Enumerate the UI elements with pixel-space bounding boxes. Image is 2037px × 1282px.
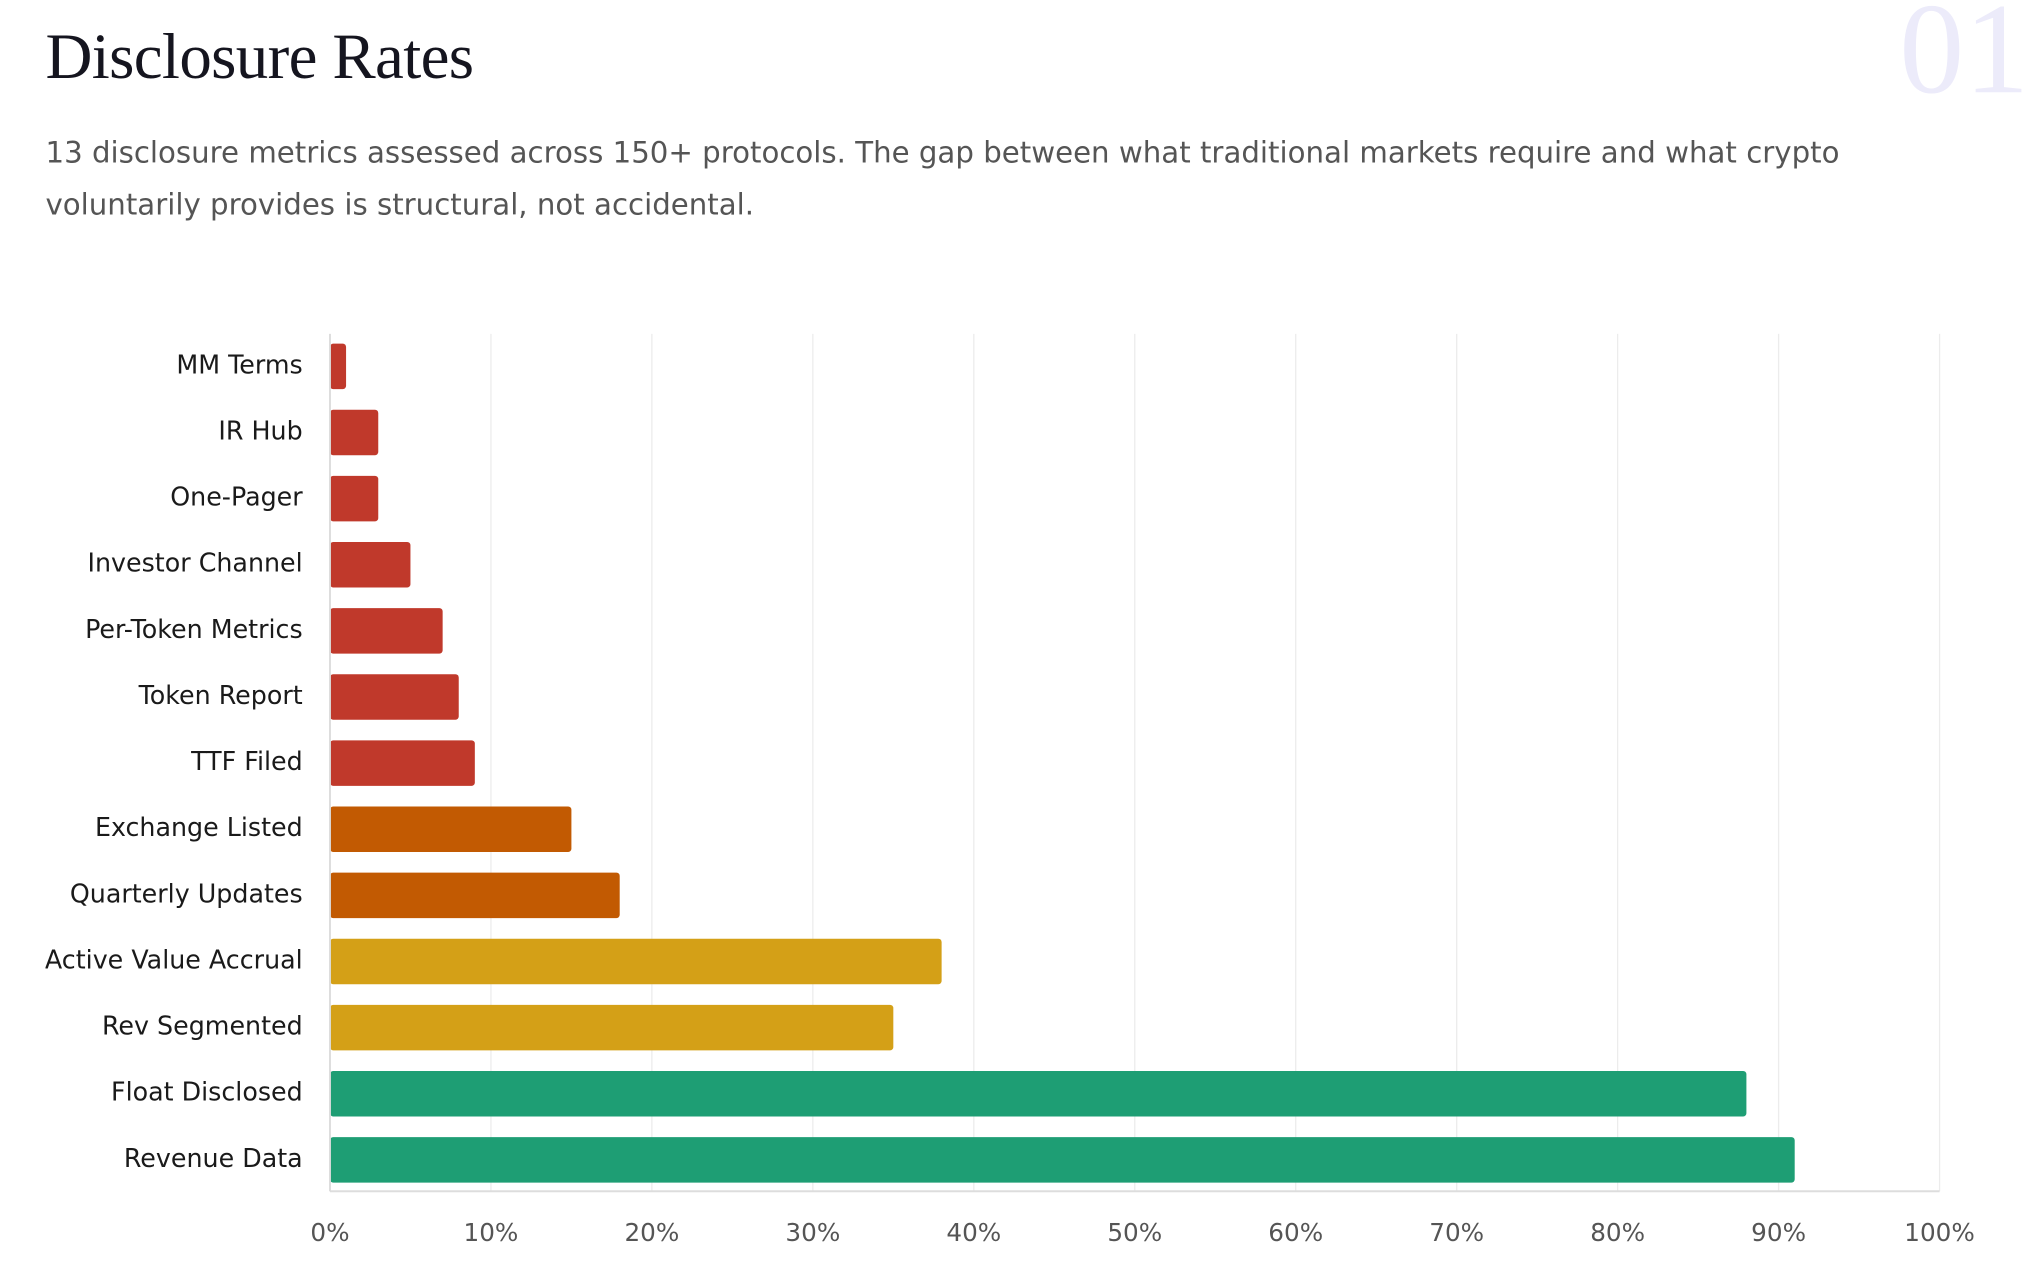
x-tick-label: 0% xyxy=(310,1218,349,1247)
bar xyxy=(329,806,572,852)
bar xyxy=(329,608,443,654)
y-tick-label: One-Pager xyxy=(170,482,303,512)
y-tick-label: TTF Filed xyxy=(190,746,303,776)
bar xyxy=(329,938,942,985)
y-tick-label: Active Value Accrual xyxy=(45,944,303,974)
y-tick-label: Exchange Listed xyxy=(95,812,303,842)
chart-title: Disclosure Rates xyxy=(45,19,474,93)
bar xyxy=(329,475,379,522)
bar xyxy=(329,1070,1747,1117)
x-tick-label: 90% xyxy=(1751,1218,1806,1247)
x-tick-label: 100% xyxy=(1904,1218,1975,1247)
x-tick-label: 70% xyxy=(1429,1218,1484,1247)
bar xyxy=(329,541,411,588)
bar xyxy=(329,409,379,456)
bar xyxy=(329,1137,1795,1183)
category-labels: MM Terms IR Hub One-Pager Investor Channel P… xyxy=(45,349,303,1172)
bar xyxy=(329,740,475,786)
bar xyxy=(329,872,620,919)
y-tick-label: IR Hub xyxy=(218,415,302,445)
y-tick-label: Float Disclosed xyxy=(111,1077,303,1107)
bar xyxy=(329,343,347,390)
y-tick-label: Revenue Data xyxy=(124,1143,303,1173)
y-tick-label: Investor Channel xyxy=(88,548,303,578)
y-tick-label: Rev Segmented xyxy=(102,1011,303,1041)
section-number: 01 xyxy=(1899,0,2030,121)
y-tick-label: Per-Token Metrics xyxy=(85,614,303,644)
bar xyxy=(329,674,459,720)
x-tick-label: 10% xyxy=(464,1218,519,1247)
y-tick-label: Quarterly Updates xyxy=(70,878,303,908)
bar xyxy=(329,1004,894,1051)
y-tick-label: Token Report xyxy=(138,680,303,710)
x-tick-label: 40% xyxy=(946,1218,1001,1247)
x-tick-label: 20% xyxy=(624,1218,679,1247)
x-tick-label: 50% xyxy=(1107,1218,1162,1247)
chart-subtitle: 13 disclosure metrics assessed across 15… xyxy=(45,136,1840,223)
x-tick-label: 30% xyxy=(785,1218,840,1247)
x-tick-label: 60% xyxy=(1268,1218,1323,1247)
x-tick-label: 80% xyxy=(1590,1218,1645,1247)
y-tick-label: MM Terms xyxy=(176,349,302,379)
